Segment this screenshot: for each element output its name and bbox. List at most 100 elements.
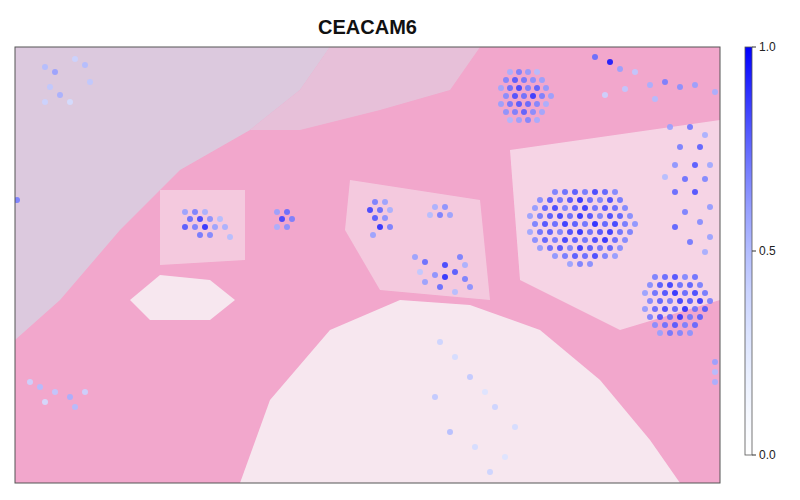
spot (547, 245, 553, 251)
spot (503, 77, 509, 83)
spot (682, 209, 688, 215)
spot (372, 215, 378, 221)
spot (530, 77, 536, 83)
spot (15, 197, 20, 203)
spot (432, 204, 438, 210)
spot (539, 77, 545, 83)
spot (682, 322, 688, 328)
spot (607, 59, 613, 65)
spot (547, 213, 553, 219)
spot (707, 204, 713, 210)
spot (652, 322, 658, 328)
spot (532, 205, 538, 211)
spot (572, 189, 578, 195)
spot (227, 234, 233, 240)
spot (37, 384, 43, 390)
spot (702, 306, 708, 312)
spot (284, 224, 290, 230)
spot (607, 229, 613, 235)
spot (222, 224, 228, 230)
spot (597, 229, 603, 235)
spot (587, 229, 593, 235)
spot (612, 205, 618, 211)
spot (687, 314, 693, 320)
spot (192, 224, 198, 230)
spot (67, 394, 73, 400)
spot (647, 298, 653, 304)
spot (622, 237, 628, 243)
spot (667, 282, 673, 288)
spot (432, 394, 438, 400)
spot (537, 245, 543, 251)
spot (702, 290, 708, 296)
spot (472, 444, 478, 450)
colorbar-tick-label: 0.0 (759, 448, 776, 462)
spot (592, 237, 598, 243)
spot (707, 234, 713, 240)
spot (207, 216, 213, 222)
colorbar-tick (752, 251, 756, 252)
spot (487, 469, 493, 475)
spot (617, 66, 623, 72)
spot (572, 221, 578, 227)
spot (72, 404, 78, 410)
spot (543, 85, 549, 91)
spot (677, 282, 683, 288)
spot (482, 389, 488, 395)
spot (602, 92, 608, 98)
spot (582, 205, 588, 211)
spot (432, 272, 438, 278)
spot (562, 221, 568, 227)
tissue-region (250, 47, 480, 130)
spot (467, 374, 473, 380)
colorbar-tick (752, 47, 756, 48)
spot (543, 101, 549, 107)
spot (577, 261, 583, 267)
spot (370, 232, 376, 238)
spot (530, 93, 536, 99)
spot (182, 224, 188, 230)
spot (602, 205, 608, 211)
spot (582, 189, 588, 195)
spot (657, 330, 663, 336)
spot (692, 162, 698, 168)
spot (677, 298, 683, 304)
spot (382, 215, 388, 221)
spot (437, 284, 443, 290)
spot (382, 199, 388, 205)
spot (617, 197, 623, 203)
spot (602, 221, 608, 227)
spot (617, 213, 623, 219)
spot (502, 454, 508, 460)
spot (647, 82, 653, 88)
spot (212, 224, 218, 230)
spot (452, 269, 458, 275)
spot (657, 314, 663, 320)
spot (622, 86, 628, 92)
spot (712, 359, 718, 365)
spot (372, 199, 378, 205)
spot (592, 205, 598, 211)
spot (707, 162, 713, 168)
tissue-region (15, 47, 330, 340)
spot (512, 109, 518, 115)
spot (217, 216, 223, 222)
spot (612, 253, 618, 259)
spot (197, 232, 203, 238)
spot (687, 330, 693, 336)
spot (542, 205, 548, 211)
spot (547, 229, 553, 235)
spot (602, 253, 608, 259)
spot (552, 189, 558, 195)
spot (712, 89, 718, 95)
spot (662, 174, 668, 180)
spot (562, 237, 568, 243)
spot (557, 197, 563, 203)
spot (507, 117, 513, 123)
spot (572, 253, 578, 259)
spot (521, 109, 527, 115)
spot (539, 109, 545, 115)
spot (647, 314, 653, 320)
spot (572, 237, 578, 243)
spot (507, 69, 513, 75)
